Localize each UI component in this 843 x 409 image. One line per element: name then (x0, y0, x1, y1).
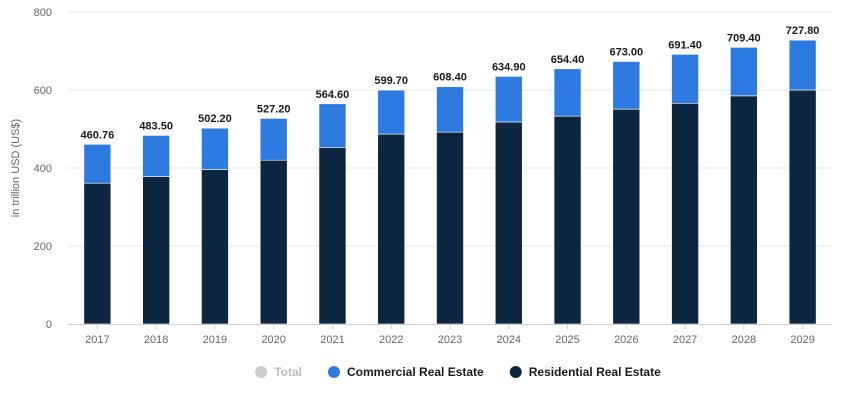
legend: Total Commercial Real Estate Residential R… (255, 365, 661, 379)
bar-commercial-2018[interactable] (142, 135, 170, 177)
total-label-2023: 608.40 (433, 72, 467, 84)
x-tick-label-2025: 2025 (555, 334, 579, 346)
x-tick-label-2023: 2023 (438, 334, 462, 346)
total-label-2025: 654.40 (551, 54, 585, 66)
bars-layer (83, 39, 817, 325)
bar-commercial-2017[interactable] (83, 144, 112, 184)
bar-residential-2019[interactable] (201, 169, 229, 325)
x-tick-label-2017: 2017 (85, 334, 109, 346)
legend-item-commercial-real-estate[interactable]: Commercial Real Estate (327, 365, 484, 379)
bar-commercial-2021[interactable] (318, 103, 347, 148)
bar-residential-2021[interactable] (318, 147, 347, 325)
bar-residential-2020[interactable] (259, 159, 288, 325)
total-label-2019: 502.20 (198, 113, 232, 125)
x-tick-label-2018: 2018 (144, 334, 168, 346)
y-axis-title: in trillion USD (US$) (10, 119, 22, 217)
bar-commercial-2022[interactable] (377, 89, 406, 135)
bar-commercial-2020[interactable] (259, 118, 288, 161)
bar-residential-2017[interactable] (83, 182, 112, 325)
total-label-2024: 634.90 (492, 61, 526, 73)
labels-layer: 460.76 483.50 502.20 527.20 564.60 599.70 608.… (81, 25, 820, 141)
total-label-2021: 564.60 (316, 89, 350, 101)
y-tick-label: 400 (34, 163, 52, 175)
x-tick-label-2028: 2028 (732, 334, 756, 346)
total-label-2022: 599.70 (374, 75, 408, 87)
bar-commercial-2027[interactable] (671, 54, 699, 104)
bar-residential-2022[interactable] (377, 133, 406, 325)
legend-label: Residential Real Estate (529, 365, 661, 379)
bar-residential-2025[interactable] (553, 115, 582, 325)
y-tick-label: 200 (34, 241, 52, 253)
legend-item-total[interactable]: Total (255, 365, 302, 379)
bar-residential-2018[interactable] (142, 176, 170, 325)
bar-commercial-2028[interactable] (730, 47, 758, 97)
total-label-2028: 709.40 (727, 32, 761, 44)
legend-label: Commercial Real Estate (347, 365, 484, 379)
legend-marker-icon (509, 366, 522, 378)
bar-residential-2028[interactable] (730, 95, 758, 325)
x-tick-label-2024: 2024 (497, 334, 521, 346)
y-tick-label: 800 (34, 7, 52, 19)
legend-marker-icon (255, 366, 268, 378)
bar-commercial-2024[interactable] (494, 76, 523, 123)
bar-commercial-2026[interactable] (612, 61, 641, 110)
bar-commercial-2025[interactable] (553, 68, 582, 117)
total-label-2027: 691.40 (668, 39, 702, 51)
total-label-2029: 727.80 (786, 25, 820, 37)
x-tick-label-2019: 2019 (203, 334, 227, 346)
y-tick-label: 600 (34, 85, 52, 97)
total-label-2026: 673.00 (609, 47, 643, 59)
bar-commercial-2023[interactable] (436, 86, 464, 133)
bar-residential-2027[interactable] (671, 102, 699, 325)
x-tick-label-2020: 2020 (261, 334, 285, 346)
bar-residential-2029[interactable] (788, 89, 817, 325)
y-tick-label: 0 (46, 319, 52, 331)
total-label-2017: 460.76 (81, 129, 115, 141)
bar-residential-2024[interactable] (494, 121, 523, 325)
axis-layer: 0 200 400 600 800 in trillion USD (US$) 2017 20… (10, 7, 832, 346)
legend-label: Total (274, 365, 302, 379)
bar-commercial-2019[interactable] (201, 127, 229, 170)
total-label-2020: 527.20 (257, 103, 291, 115)
bar-residential-2023[interactable] (436, 131, 464, 325)
x-tick-label-2027: 2027 (673, 334, 697, 346)
bar-residential-2026[interactable] (612, 108, 641, 325)
x-tick-label-2026: 2026 (614, 334, 638, 346)
x-tick-label-2021: 2021 (320, 334, 344, 346)
total-label-2018: 483.50 (139, 120, 173, 132)
legend-marker-icon (327, 366, 340, 378)
bar-commercial-2029[interactable] (788, 39, 817, 91)
x-tick-label-2029: 2029 (790, 334, 814, 346)
legend-item-residential-real-estate[interactable]: Residential Real Estate (509, 365, 661, 379)
x-tick-label-2022: 2022 (379, 334, 403, 346)
